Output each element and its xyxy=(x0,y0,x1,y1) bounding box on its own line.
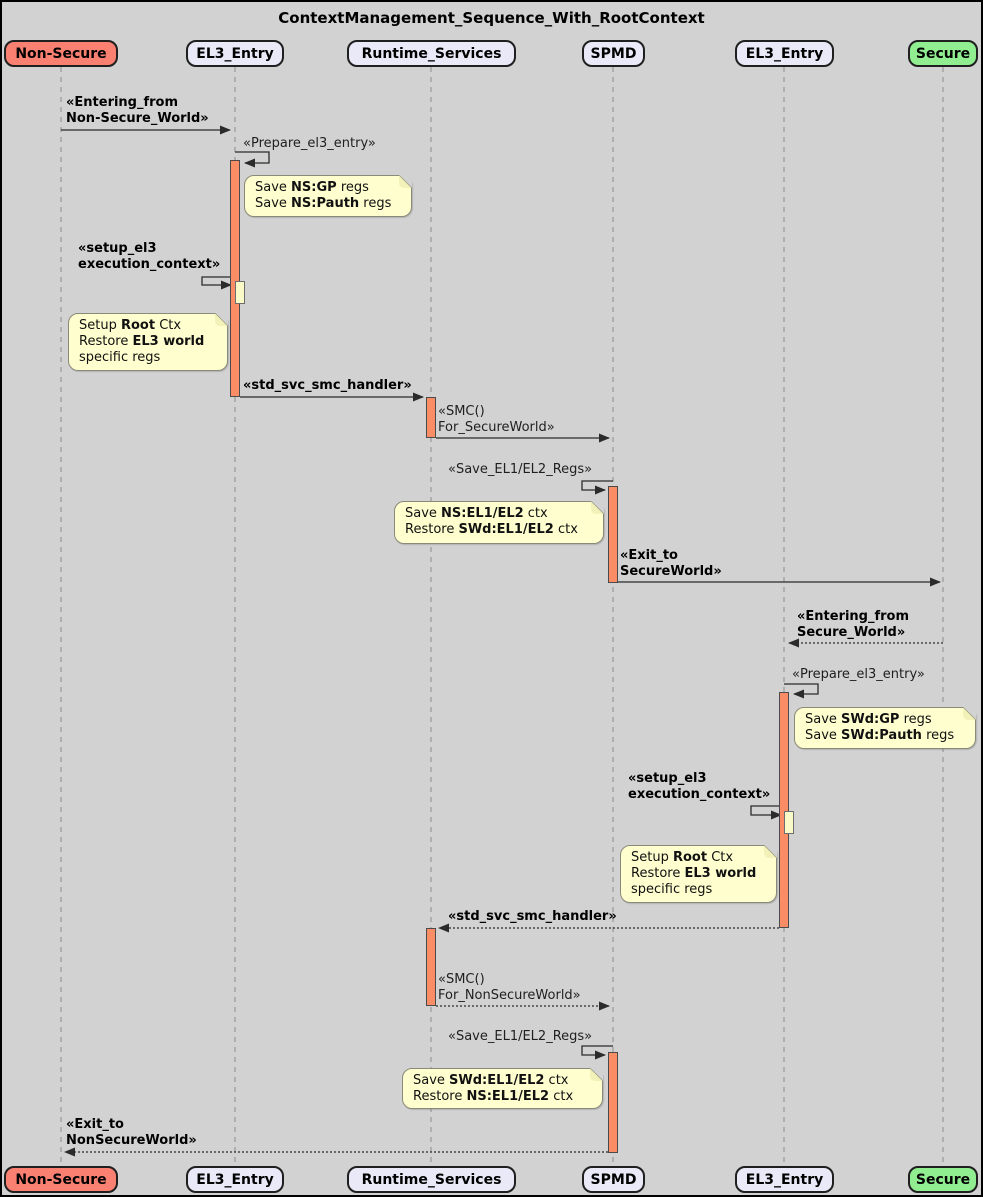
activation-el3-entry-1-nested xyxy=(235,281,245,304)
note-setup-root-ctx-1: Setup Root Ctx Restore EL3 world specifi… xyxy=(68,313,228,371)
message-exit-to-nonsecureworld: «Exit_to NonSecureWorld» xyxy=(66,1117,197,1148)
note-setup-root-ctx-2: Setup Root Ctx Restore EL3 world specifi… xyxy=(620,845,777,903)
activation-runtime-services-2 xyxy=(426,928,436,1006)
message-arrows xyxy=(61,125,943,1157)
activation-el3-entry-1 xyxy=(230,160,240,397)
loop-prepare-el3-entry-2 xyxy=(784,683,819,699)
participant-el3-entry-2-top: EL3_Entry xyxy=(735,40,834,67)
message-save-el1-el2-regs-1: «Save_EL1/EL2_Regs» xyxy=(448,462,593,477)
participant-el3-entry-2-bottom: EL3_Entry xyxy=(735,1166,834,1193)
note-save-ns-el1-el2: Save NS:EL1/EL2 ctx Restore SWd:EL1/EL2 … xyxy=(394,501,604,544)
note-save-ns-gp-pauth: Save NS:GP regs Save NS:Pauth regs xyxy=(244,175,412,217)
message-entering-from-non-secure-world: «Entering_from Non-Secure_World» xyxy=(66,95,209,126)
participant-runtime-services-bottom: Runtime_Services xyxy=(347,1166,516,1193)
message-setup-el3-execution-context-2: «setup_el3 execution_context» xyxy=(628,771,771,802)
participant-spmd-bottom: SPMD xyxy=(582,1166,645,1193)
message-entering-from-secure-world: «Entering_from Secure_World» xyxy=(797,609,910,640)
message-prepare-el3-entry-1: «Prepare_el3_entry» xyxy=(243,136,376,151)
loop-prepare-el3-entry-1 xyxy=(235,151,270,168)
note-save-swd-el1-el2: Save SWd:EL1/EL2 ctx Restore NS:EL1/EL2 … xyxy=(402,1068,603,1109)
message-exit-to-secureworld: «Exit_to SecureWorld» xyxy=(620,548,722,579)
diagram-title: ContextManagement_Sequence_With_RootCont… xyxy=(278,9,705,27)
message-prepare-el3-entry-2: «Prepare_el3_entry» xyxy=(792,667,925,682)
note-save-swd-gp-pauth: Save SWd:GP regs Save SWd:Pauth regs xyxy=(794,707,976,749)
activation-spmd-1 xyxy=(608,486,618,583)
participant-el3-entry-1-bottom: EL3_Entry xyxy=(186,1166,284,1193)
activation-el3-entry-2-nested xyxy=(784,811,794,834)
participant-non-secure-bottom: Non-Secure xyxy=(4,1166,118,1193)
participant-non-secure-top: Non-Secure xyxy=(4,40,118,67)
activation-el3-entry-2 xyxy=(779,692,789,928)
activation-runtime-services-1 xyxy=(426,397,436,438)
message-std-svc-smc-handler-1: «std_svc_smc_handler» xyxy=(243,378,412,393)
message-std-svc-smc-handler-2: «std_svc_smc_handler» xyxy=(448,909,617,924)
message-setup-el3-execution-context-1: «setup_el3 execution_context» xyxy=(78,241,221,272)
message-smc-for-secureworld: «SMC() For_SecureWorld» xyxy=(438,404,555,435)
participant-el3-entry-1-top: EL3_Entry xyxy=(186,40,284,67)
participant-runtime-services-top: Runtime_Services xyxy=(347,40,516,67)
loop-setup-el3-2 xyxy=(750,805,782,820)
loop-setup-el3-1 xyxy=(201,276,232,290)
activation-spmd-2 xyxy=(608,1052,618,1153)
participant-secure-top: Secure xyxy=(908,40,978,67)
participant-spmd-top: SPMD xyxy=(582,40,645,67)
participant-secure-bottom: Secure xyxy=(908,1166,978,1193)
message-smc-for-nonsecureworld: «SMC() For_NonSecureWorld» xyxy=(438,972,581,1003)
loop-save-el1-el2-regs-1 xyxy=(581,480,613,495)
message-save-el1-el2-regs-2: «Save_EL1/EL2_Regs» xyxy=(448,1029,593,1044)
loop-save-el1-el2-regs-2 xyxy=(581,1045,613,1060)
